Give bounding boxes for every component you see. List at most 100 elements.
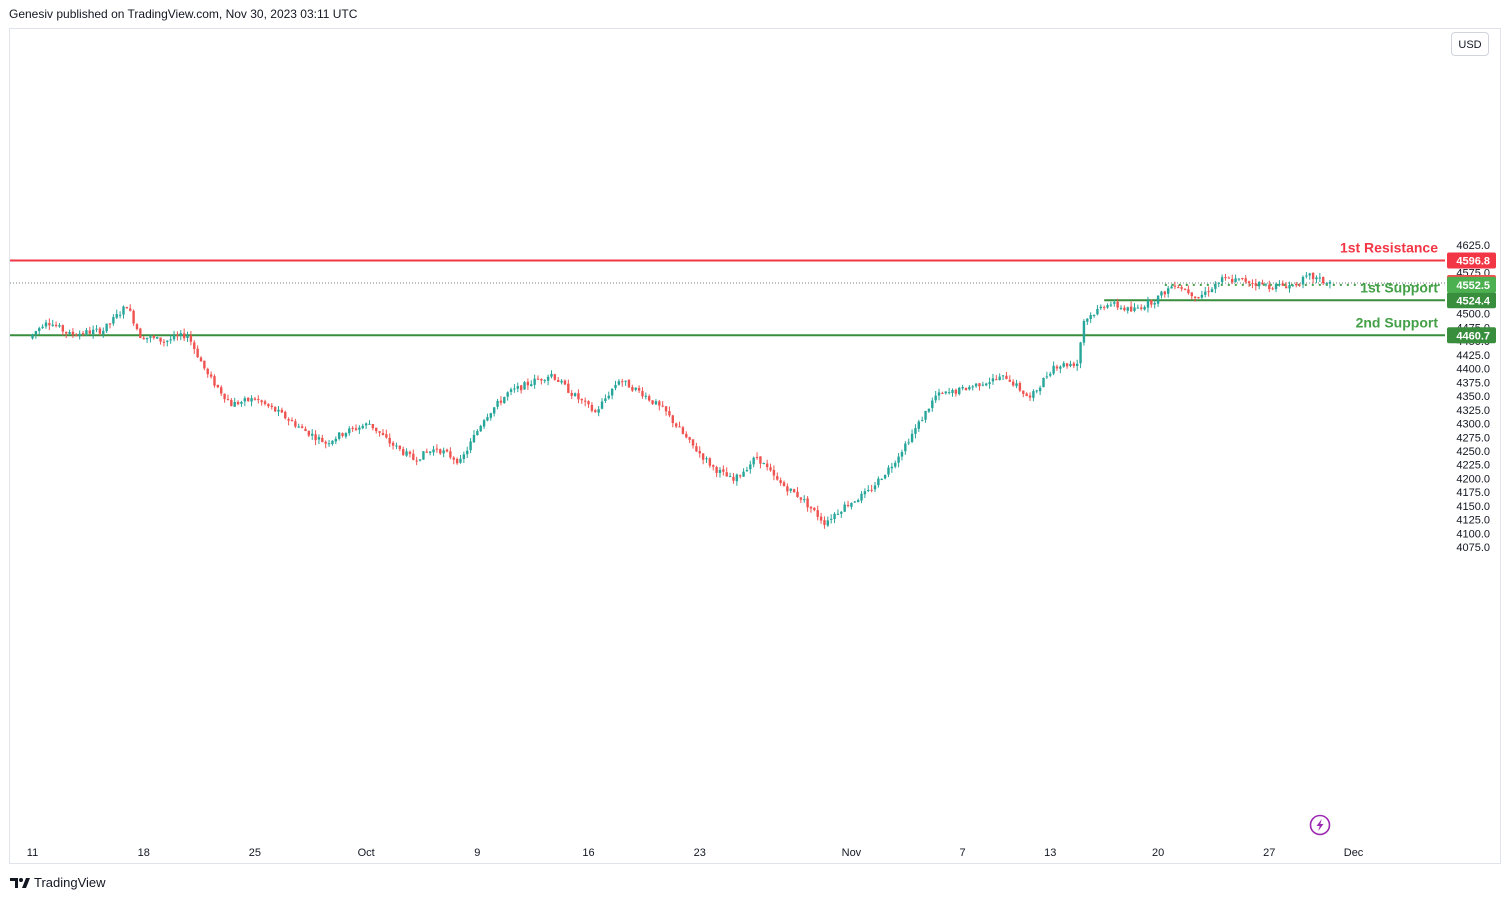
x-tick-label: Nov [842,847,862,859]
candle-body [988,382,991,385]
chart-frame[interactable] [9,28,1501,864]
candle-body [863,491,867,495]
candle [428,451,432,456]
candle-body [981,384,985,386]
candle [1170,284,1173,289]
candle-body [1072,363,1076,366]
candle [533,374,536,389]
currency-badge[interactable]: USD [1451,32,1489,56]
candle [307,430,311,438]
candle-body [850,503,853,507]
candle [1284,282,1288,289]
x-tick-label: 9 [474,847,480,859]
candle-body [1295,283,1298,286]
candle-body [958,387,961,395]
candle-body [1200,294,1204,298]
y-tick-label: 4150.0 [1456,501,1490,513]
candle [166,340,169,347]
candle-body [1025,393,1028,397]
candle-body [995,379,998,381]
candle [722,465,725,476]
candle-body [348,428,351,434]
candle-body [907,442,910,444]
candle [728,472,732,478]
candle [961,384,964,391]
candle [358,425,361,434]
candle-body [482,420,486,427]
candle-body [526,381,530,386]
candle [553,373,557,381]
candle-body [836,513,840,515]
candle-body [550,373,553,377]
candle-body [1008,379,1011,382]
candle-body [971,386,974,388]
candle [877,476,880,488]
candle-body [1227,277,1231,279]
candle-body [395,445,398,447]
candle-body [712,465,715,467]
candle-body [294,421,297,427]
candle [853,500,856,504]
candle-body [910,433,914,442]
candle [1295,281,1298,288]
candle-body [745,470,749,472]
candle [1220,274,1224,285]
candle-body [931,400,934,409]
candle [904,441,907,455]
candle-body [934,395,937,401]
candle-body [762,463,765,465]
candle [806,496,809,512]
level-tag-bg [1447,252,1496,269]
candle [978,382,981,391]
candle-body [1193,296,1197,298]
candle [1288,281,1291,293]
candle-body [1028,395,1032,398]
candle-body [1284,286,1288,289]
candle [759,456,762,469]
candle-body [199,357,203,362]
tradingview-brand: TradingView [34,875,106,890]
candle [958,386,961,396]
candle [61,324,65,336]
candle [85,327,88,337]
candle-body [1163,291,1167,295]
candle-body [573,393,577,396]
candle [735,473,739,486]
lightning-icon[interactable] [1309,814,1331,836]
candle-body [1099,306,1102,309]
candle-body [883,474,887,479]
level-label: 2nd Support [1356,314,1439,330]
candle-body [752,457,755,465]
candle-body [533,378,536,385]
candle-body [1166,288,1170,294]
level-tag-bg [1447,292,1496,309]
candle [1200,290,1204,300]
candle [445,448,449,453]
candle-body [102,330,105,335]
candle-body [540,378,543,381]
candle-body [813,507,816,511]
candle-body [792,489,796,493]
candle-body [1301,276,1305,285]
tradingview-logo[interactable]: TradingView [10,875,106,890]
candle [991,373,995,385]
candle-body [428,451,432,453]
candle [1268,280,1271,293]
candle [1150,299,1153,308]
candle-body [570,392,573,396]
candle [691,439,695,449]
candle-body [300,426,304,428]
candle-body [223,393,226,400]
candle-body [1177,287,1180,289]
y-tick-label: 4500.0 [1456,309,1490,321]
candle [108,323,112,329]
candle [634,387,637,392]
candle [937,388,941,401]
y-tick-label: 4075.0 [1456,542,1490,554]
candle [671,414,674,428]
candle-body [68,332,71,334]
candle-body [324,441,327,444]
candle-body [583,400,587,402]
candle [294,418,297,429]
